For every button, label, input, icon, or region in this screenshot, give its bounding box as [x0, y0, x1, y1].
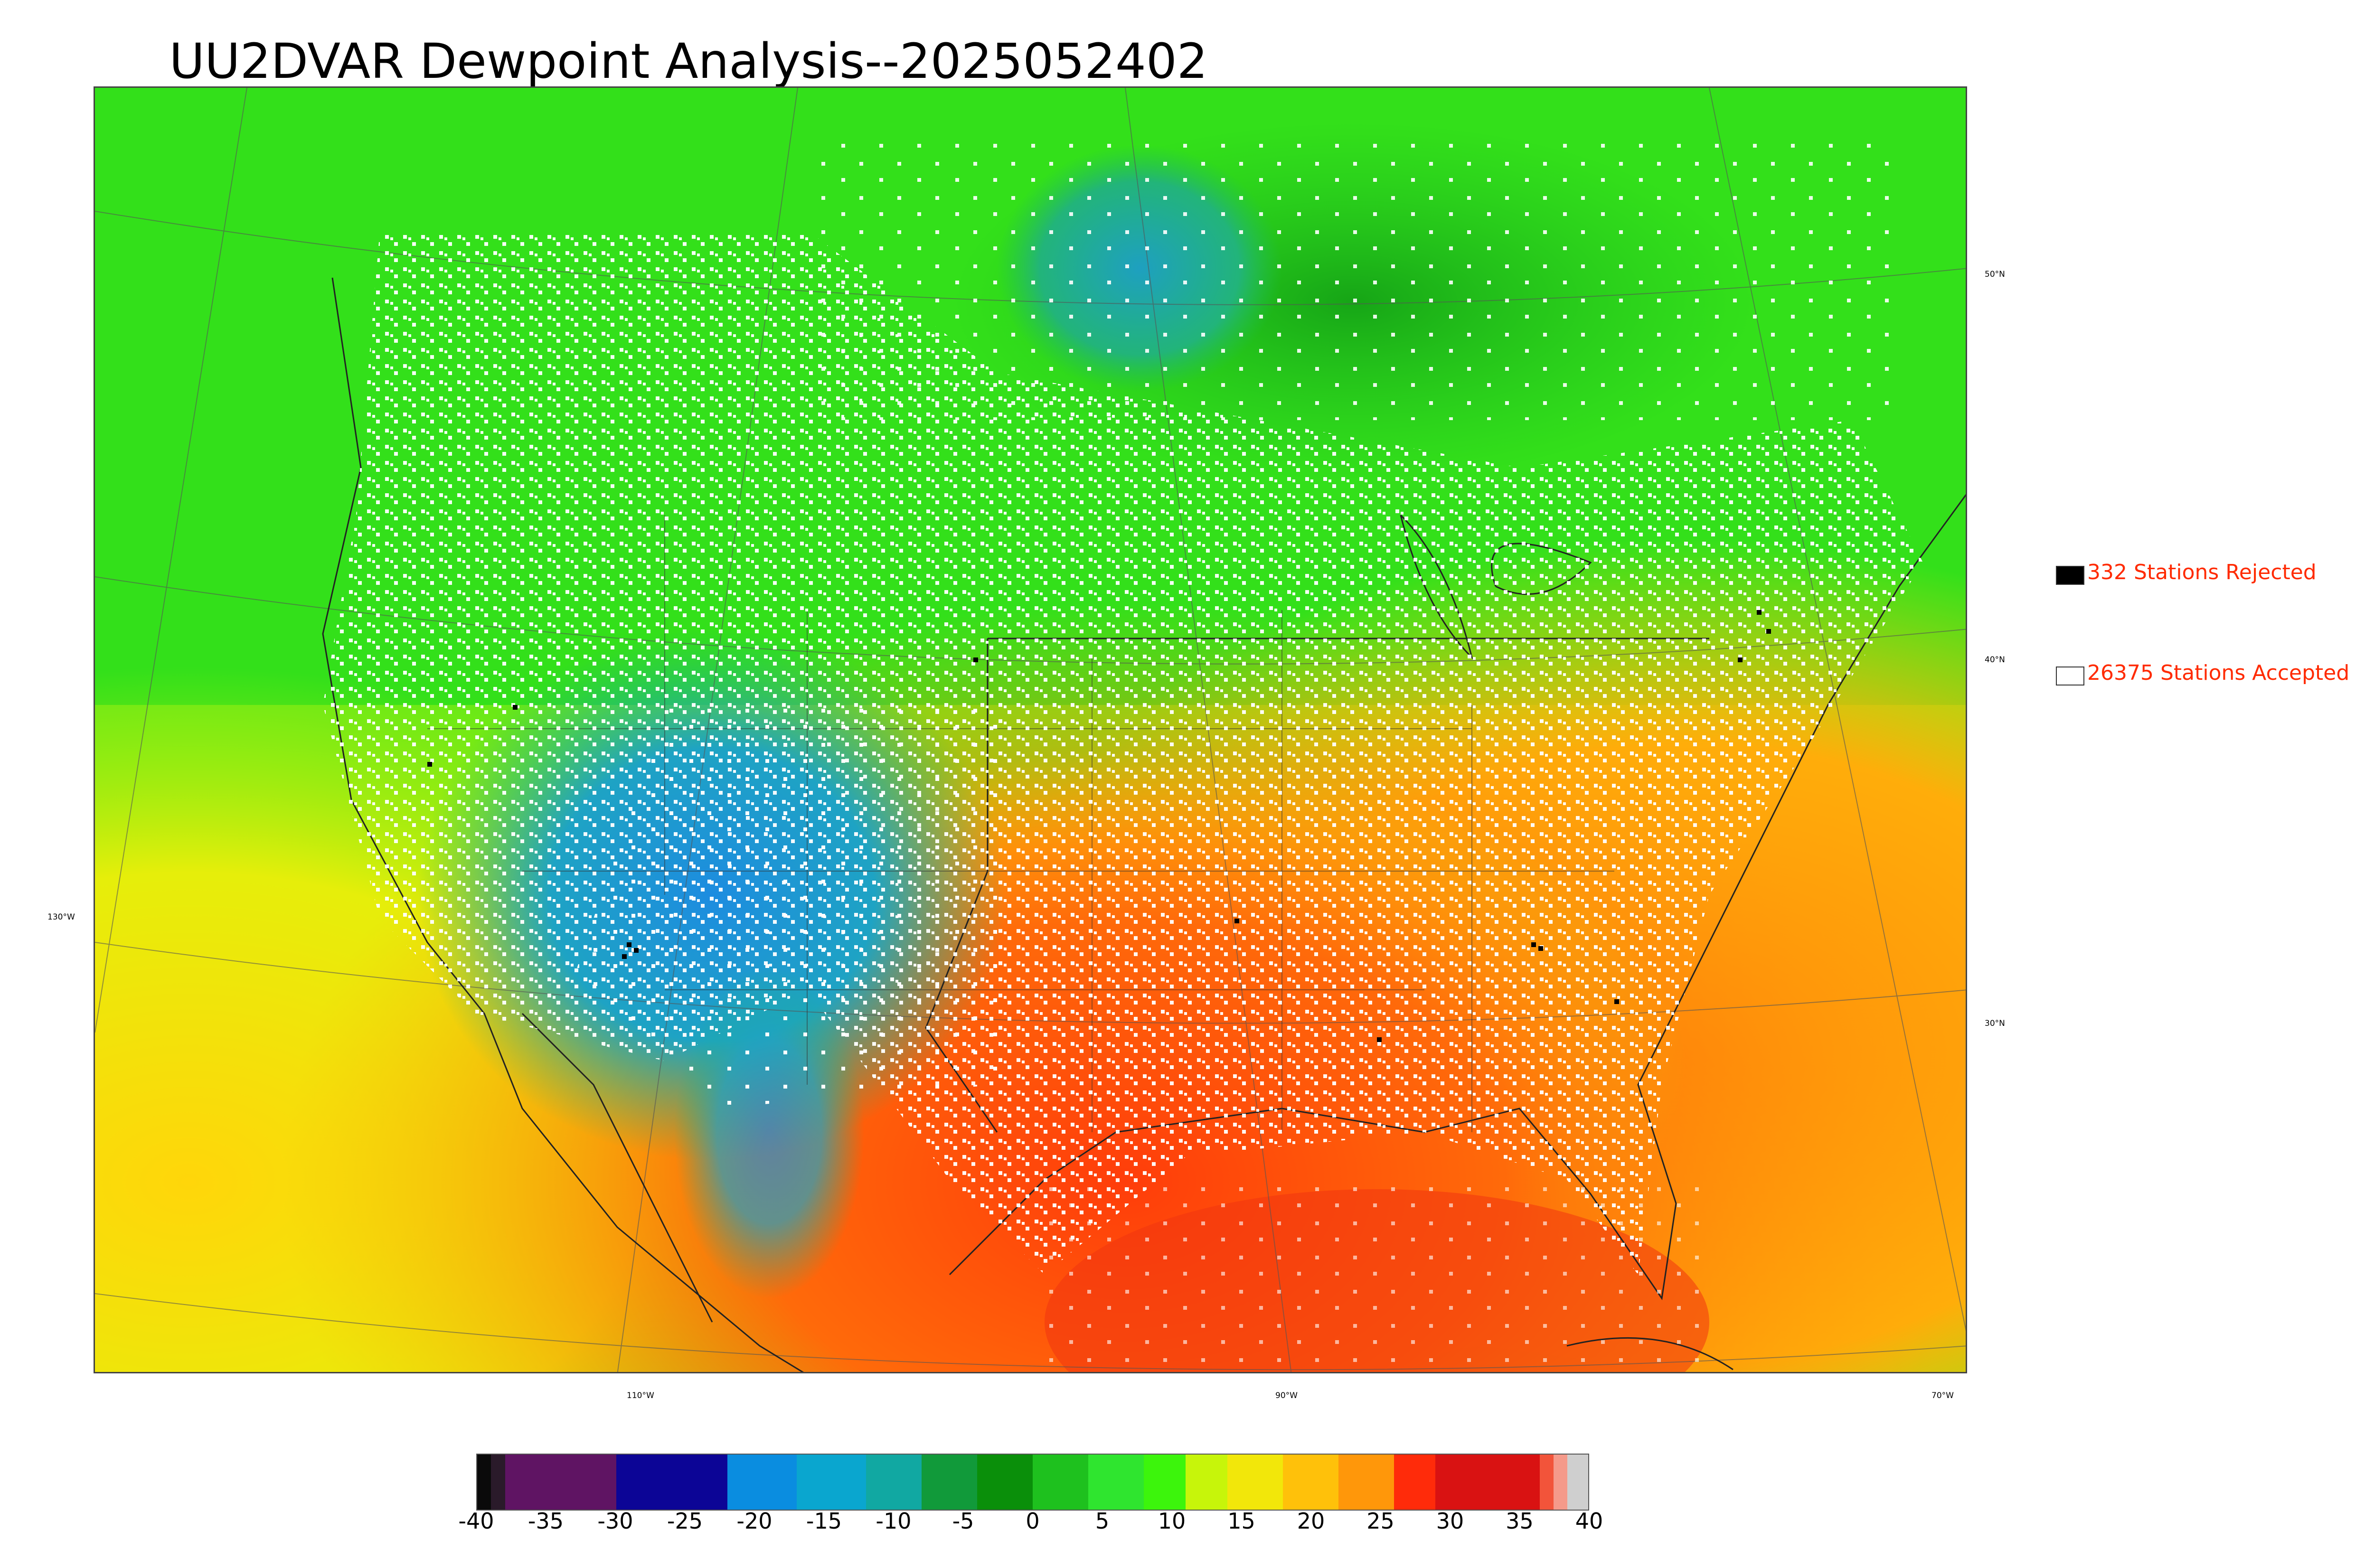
- lon-label-90w: 90°W: [1275, 1391, 1298, 1400]
- map-canvas: [95, 88, 1966, 1372]
- lon-label-110w: 110°W: [627, 1391, 654, 1400]
- colorbar-segment: [1553, 1455, 1568, 1510]
- legend-rejected-label: 332 Stations Rejected: [2087, 560, 2317, 584]
- colorbar-segment: [1567, 1455, 1588, 1510]
- colorbar-segment: [796, 1455, 866, 1510]
- rejected-station-markers: [427, 610, 1771, 1042]
- colorbar-segment: [491, 1455, 505, 1510]
- colorbar-tick-label: 20: [1297, 1508, 1325, 1534]
- colorbar-segment: [1033, 1455, 1088, 1510]
- colorbar-segment: [1185, 1455, 1227, 1510]
- colorbar-segment: [1282, 1455, 1338, 1510]
- colorbar-segment: [1435, 1455, 1540, 1510]
- colorbar-tick-label: -10: [876, 1508, 912, 1534]
- dewpoint-analysis-map: [94, 86, 1967, 1373]
- colorbar-tick-label: 0: [1026, 1508, 1040, 1534]
- lon-label-130w: 130°W: [47, 912, 75, 922]
- colorbar-segment: [922, 1455, 977, 1510]
- colorbar-segment: [505, 1455, 616, 1510]
- colorbar-segment: [616, 1455, 727, 1510]
- dewpoint-colorbar: [476, 1454, 1589, 1511]
- colorbar-tick-label: -25: [667, 1508, 703, 1534]
- colorbar-tick-label: -20: [736, 1508, 772, 1534]
- colorbar-tick-label: -5: [952, 1508, 974, 1534]
- colorbar-tick-label: -15: [806, 1508, 842, 1534]
- colorbar-tick-label: 10: [1158, 1508, 1186, 1534]
- colorbar-segment: [1338, 1455, 1394, 1510]
- colorbar-segment: [866, 1455, 922, 1510]
- colorbar-tick-label: -35: [528, 1508, 564, 1534]
- colorbar-segment: [1227, 1455, 1283, 1510]
- colorbar-tick-label: -40: [458, 1508, 494, 1534]
- colorbar-tick-label: 35: [1506, 1508, 1534, 1534]
- colorbar-segment: [1539, 1455, 1554, 1510]
- colorbar-tick-label: 5: [1095, 1508, 1110, 1534]
- colorbar-segment: [727, 1455, 797, 1510]
- legend-accepted-swatch: [2056, 667, 2084, 685]
- lon-label-70w: 70°W: [1931, 1391, 1954, 1400]
- colorbar-segment: [1394, 1455, 1436, 1510]
- map-title: UU2DVAR Dewpoint Analysis--2025052402: [169, 33, 1208, 90]
- colorbar-tick-label: 40: [1575, 1508, 1603, 1534]
- lat-label-30n: 30°N: [1985, 1019, 2005, 1028]
- colorbar-tick-label: 25: [1366, 1508, 1394, 1534]
- colorbar-tick-label: 30: [1436, 1508, 1464, 1534]
- legend-rejected-swatch: [2056, 566, 2084, 585]
- accepted-station-markers: [323, 135, 1923, 1370]
- colorbar-tick-label: 15: [1227, 1508, 1255, 1534]
- lat-label-50n: 50°N: [1985, 270, 2005, 279]
- colorbar-segment: [1088, 1455, 1144, 1510]
- legend-accepted-label: 26375 Stations Accepted: [2087, 661, 2350, 685]
- colorbar-tick-label: -30: [597, 1508, 633, 1534]
- colorbar-segment: [477, 1455, 491, 1510]
- colorbar-segment: [977, 1455, 1033, 1510]
- lat-label-40n: 40°N: [1985, 655, 2005, 665]
- colorbar-segment: [1144, 1455, 1186, 1510]
